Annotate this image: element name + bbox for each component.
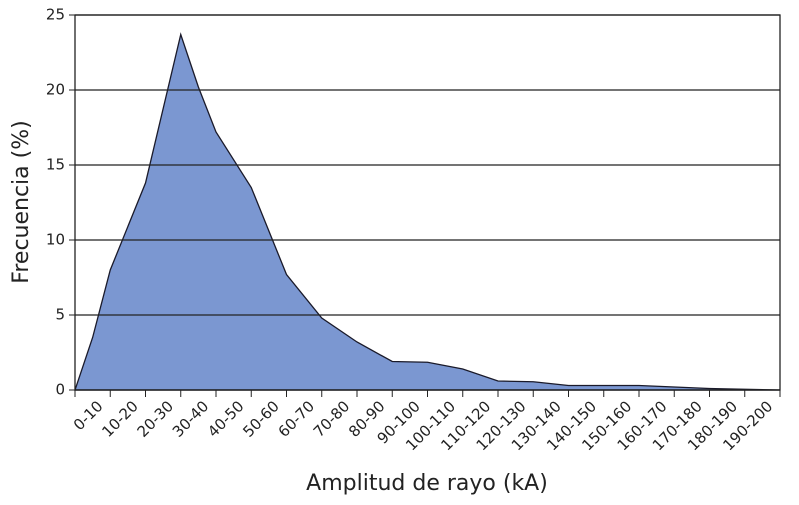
area <box>74 32 781 391</box>
y-tick-label: 20 <box>46 81 65 99</box>
x-tick-label: 20-30 <box>134 397 178 441</box>
x-tick-label: 60-70 <box>275 397 319 441</box>
x-tick-label: 70-80 <box>310 397 354 441</box>
x-tick-label: 40-50 <box>204 397 248 441</box>
y-tick-label: 25 <box>46 6 65 24</box>
x-tick-label: 10-20 <box>98 397 142 441</box>
y-tick-label: 5 <box>55 306 65 324</box>
y-tick-label: 10 <box>46 231 65 249</box>
y-tick-label: 0 <box>55 381 65 399</box>
y-tick-label: 15 <box>46 156 65 174</box>
x-tick-label: 50-60 <box>239 397 283 441</box>
x-axis-title: Amplitud de rayo (kA) <box>306 471 548 496</box>
x-tick-label: 30-40 <box>169 397 213 441</box>
y-axis-title: Frecuencia (%) <box>9 120 34 283</box>
